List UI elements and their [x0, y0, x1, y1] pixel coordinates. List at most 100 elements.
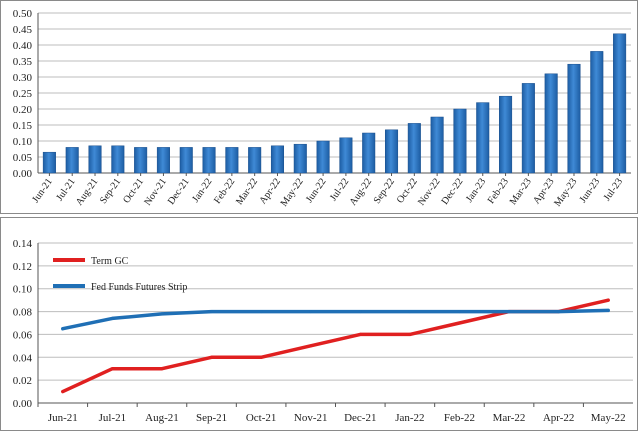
- y-tick-label: 0.45: [13, 24, 33, 36]
- data-point: [358, 310, 362, 314]
- y-tick-label: 0.30: [13, 72, 33, 84]
- y-tick-label: 0.05: [13, 152, 33, 164]
- bar: [544, 73, 558, 174]
- y-tick-label: 0.14: [13, 238, 33, 250]
- bar: [88, 145, 102, 174]
- data-point: [210, 310, 214, 314]
- y-tick-label: 0.35: [13, 56, 33, 68]
- x-tick-label: Apr-22: [543, 412, 575, 424]
- data-point: [61, 390, 65, 394]
- y-tick-label: 0.15: [13, 120, 33, 132]
- bar: [202, 147, 216, 174]
- data-point: [457, 310, 461, 314]
- data-point: [110, 316, 114, 320]
- data-point: [259, 310, 263, 314]
- y-tick-label: 0.08: [13, 307, 33, 319]
- bar: [590, 51, 604, 174]
- x-tick-label: Dec-22: [440, 176, 466, 206]
- bar: [430, 116, 444, 174]
- x-tick-label: Jan-23: [464, 176, 488, 204]
- data-point: [259, 355, 263, 359]
- data-point: [309, 344, 313, 348]
- y-tick-label: 0.00: [13, 398, 33, 410]
- x-tick-label: Jun-21: [48, 412, 78, 424]
- x-tick-label: Aug-22: [348, 176, 375, 207]
- bar: [134, 147, 148, 174]
- x-tick-label: Jun-23: [578, 176, 603, 205]
- bar: [316, 140, 330, 174]
- bar: [613, 33, 627, 174]
- y-tick-label: 0.40: [13, 40, 33, 52]
- data-point: [110, 367, 114, 371]
- legend-label: Fed Funds Futures Strip: [91, 282, 187, 293]
- data-point: [210, 355, 214, 359]
- bar: [270, 145, 285, 174]
- bar: [248, 147, 262, 174]
- data-point: [457, 321, 461, 325]
- legend-label: Term GC: [91, 256, 129, 267]
- bar: [225, 147, 239, 174]
- bar: [384, 129, 399, 174]
- y-tick-label: 0.02: [13, 375, 32, 387]
- y-tick-label: 0.00: [13, 168, 33, 180]
- data-point: [309, 310, 313, 314]
- x-tick-label: Nov-21: [294, 412, 328, 424]
- y-tick-label: 0.10: [13, 284, 33, 296]
- x-tick-label: Mar-22: [493, 412, 526, 424]
- bar: [111, 145, 125, 174]
- y-tick-label: 0.10: [13, 136, 33, 148]
- y-tick-label: 0.20: [13, 104, 33, 116]
- data-point: [358, 332, 362, 336]
- x-tick-label: Aug-21: [145, 412, 179, 424]
- bar-chart-panel: 0.00 0.05 0.10 0.15 0.20 0.25 0.30 0.35 0.40 0.45…: [0, 0, 638, 214]
- data-point: [557, 310, 561, 314]
- bar: [42, 151, 56, 174]
- data-point: [160, 312, 164, 316]
- data-point: [606, 308, 610, 312]
- y-tick-label: 0.04: [13, 352, 33, 364]
- bar: [362, 132, 376, 174]
- bar: [567, 63, 581, 174]
- data-point: [61, 327, 65, 331]
- bar-chart: 0.00 0.05 0.10 0.15 0.20 0.25 0.30 0.35 0.40 0.45…: [13, 8, 631, 209]
- bar: [156, 147, 170, 174]
- data-point: [507, 310, 511, 314]
- series-line-1: [61, 308, 610, 331]
- y-tick-label: 0.25: [13, 88, 33, 100]
- bar: [499, 95, 513, 174]
- bar: [339, 137, 353, 174]
- bar: [407, 123, 421, 174]
- x-tick-label: May-22: [279, 176, 306, 208]
- x-tick-label: Dec-21: [166, 176, 192, 206]
- x-tick-label: Jun-21: [30, 176, 55, 205]
- bar: [65, 147, 79, 174]
- data-point: [408, 310, 412, 314]
- x-tick-label: Sep-21: [196, 412, 227, 424]
- bar: [179, 147, 193, 174]
- x-tick-label: Jun-22: [304, 176, 329, 205]
- x-tick-label: Nov-21: [142, 176, 169, 207]
- x-tick-label: Sep-22: [372, 176, 397, 206]
- x-tick-label: Mar-23: [508, 176, 534, 207]
- data-point: [408, 332, 412, 336]
- bar: [521, 83, 535, 174]
- x-tick-label: Oct-21: [246, 412, 277, 424]
- x-tick-label: Mar-22: [234, 176, 260, 207]
- x-tick-label: Jan-22: [395, 412, 424, 424]
- x-tick-label: May-22: [591, 412, 626, 424]
- line-chart: 0.00 0.02 0.04 0.06 0.08 0.10 0.12 0.14 Jun-21 Ju…: [13, 238, 633, 424]
- x-tick-label: Aug-21: [74, 176, 101, 207]
- line-chart-panel: 0.00 0.02 0.04 0.06 0.08 0.10 0.12 0.14 Jun-21 Ju…: [0, 217, 638, 431]
- bar: [453, 108, 467, 174]
- y-tick-label: 0.06: [13, 329, 33, 341]
- x-tick-label: Jul-23: [602, 176, 625, 203]
- bar: [476, 102, 490, 174]
- x-tick-label: Nov-22: [416, 176, 443, 207]
- x-tick-label: May-23: [552, 176, 579, 208]
- data-point: [160, 367, 164, 371]
- x-tick-label: Feb-22: [444, 412, 475, 424]
- x-tick-label: Dec-21: [344, 412, 376, 424]
- y-tick-label: 0.12: [13, 261, 32, 273]
- bar: [293, 143, 307, 174]
- x-tick-label: Jul-21: [54, 176, 77, 203]
